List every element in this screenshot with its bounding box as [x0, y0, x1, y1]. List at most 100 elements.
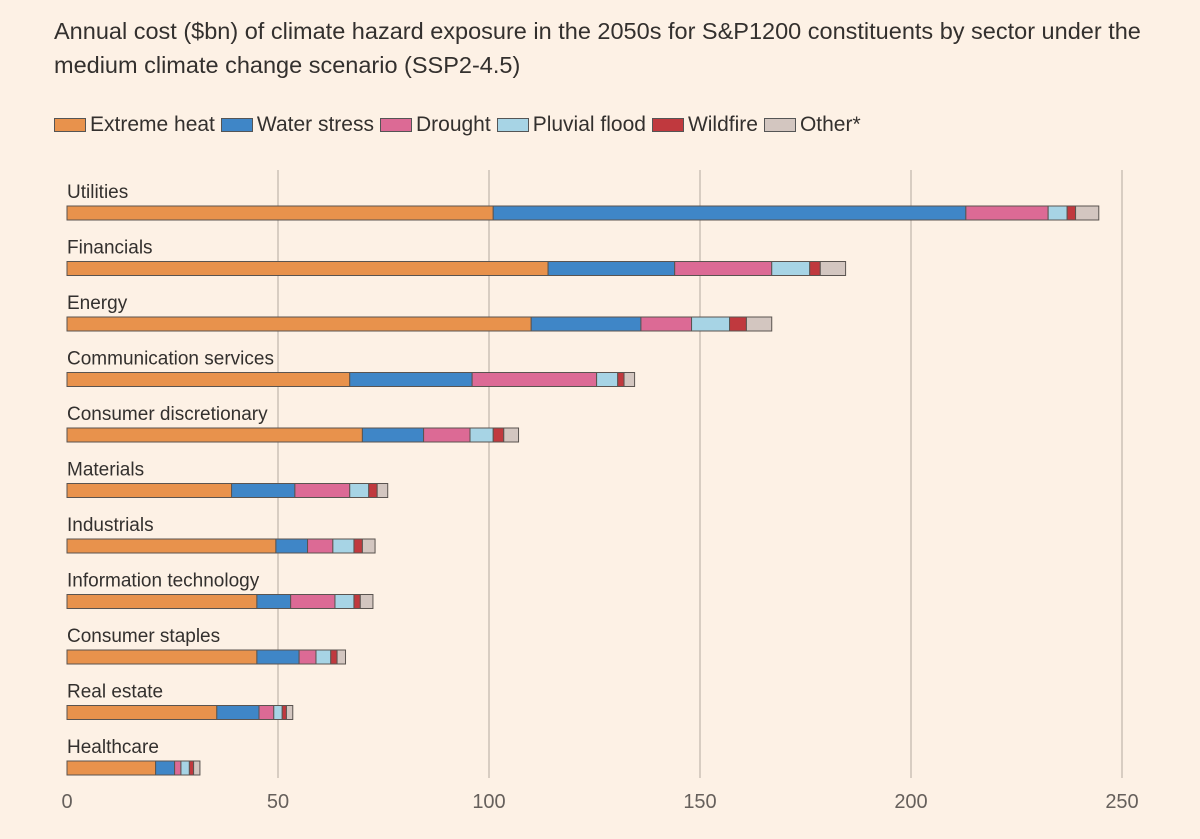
- bar-financials-extreme-heat: [66, 261, 549, 276]
- bar-healthcare-other: [193, 760, 201, 776]
- x-tick-label-0: 0: [61, 791, 72, 813]
- bar-communication-services-wildfire: [617, 372, 625, 387]
- bar-healthcare-extreme-heat: [66, 760, 157, 776]
- bar-utilities-drought: [965, 205, 1049, 221]
- legend-label-drought: Drought: [415, 113, 491, 136]
- category-label-financials: Financials: [67, 238, 153, 259]
- bar-real-estate-other: [285, 705, 294, 720]
- bar-utilities-wildfire: [1066, 205, 1077, 221]
- bar-financials-drought: [674, 261, 773, 276]
- bar-energy-other: [745, 316, 773, 332]
- legend-item-drought: Drought: [379, 113, 491, 137]
- bar-utilities-pluvial-flood: [1047, 205, 1068, 221]
- bar-financials-wildfire: [809, 261, 821, 276]
- category-label-healthcare: Healthcare: [67, 737, 159, 758]
- bar-industrials-wildfire: [353, 538, 363, 554]
- bar-real-estate-extreme-heat: [66, 705, 218, 720]
- bar-healthcare-water-stress: [155, 760, 176, 776]
- bar-consumer-staples-other: [336, 649, 347, 665]
- category-label-real-estate: Real estate: [67, 682, 163, 703]
- bar-consumer-staples-pluvial-flood: [315, 649, 332, 665]
- bar-information-technology-extreme-heat: [66, 594, 258, 609]
- bar-industrials-water-stress: [275, 538, 309, 554]
- bar-consumer-discretionary-wildfire: [492, 427, 505, 443]
- bar-information-technology-other: [359, 594, 374, 609]
- category-label-information-technology: Information technology: [67, 571, 260, 592]
- bar-real-estate-wildfire: [281, 705, 287, 720]
- bar-consumer-discretionary-water-stress: [361, 427, 425, 443]
- bar-utilities-water-stress: [492, 205, 967, 221]
- bar-communication-services-pluvial-flood: [596, 372, 619, 387]
- legend-swatch-other: [763, 118, 796, 132]
- legend: Extreme heat Water stress Drought Pluvia…: [54, 110, 867, 140]
- legend-swatch-pluvial-flood: [496, 118, 529, 132]
- x-tick-label-150: 150: [683, 791, 716, 813]
- legend-item-water-stress: Water stress: [220, 113, 374, 137]
- bar-industrials-drought: [307, 538, 334, 554]
- bar-materials-drought: [294, 483, 351, 498]
- bar-financials-water-stress: [547, 261, 676, 276]
- bar-communication-services-other: [623, 372, 636, 387]
- category-label-utilities: Utilities: [67, 182, 128, 203]
- bar-materials-wildfire: [368, 483, 378, 498]
- bar-communication-services-water-stress: [349, 372, 473, 387]
- legend-swatch-wildfire: [651, 118, 684, 132]
- bar-consumer-staples-extreme-heat: [66, 649, 258, 665]
- bar-healthcare-pluvial-flood: [180, 760, 190, 776]
- bar-healthcare-wildfire: [188, 760, 195, 776]
- bar-information-technology-wildfire: [353, 594, 361, 609]
- bar-real-estate-pluvial-flood: [273, 705, 283, 720]
- legend-swatch-extreme-heat: [54, 118, 86, 132]
- x-tick-label-200: 200: [894, 791, 927, 813]
- bar-consumer-staples-wildfire: [330, 649, 338, 665]
- bar-consumer-staples-drought: [298, 649, 317, 665]
- bar-materials-extreme-heat: [66, 483, 233, 498]
- category-label-energy: Energy: [67, 293, 128, 314]
- category-label-materials: Materials: [67, 460, 144, 481]
- bar-energy-extreme-heat: [66, 316, 532, 332]
- bar-energy-water-stress: [530, 316, 642, 332]
- legend-label-wildfire: Wildfire: [687, 113, 758, 136]
- bar-energy-pluvial-flood: [691, 316, 731, 332]
- legend-item-extreme-heat: Extreme heat: [54, 113, 215, 137]
- category-label-communication-services: Communication services: [67, 349, 274, 370]
- bar-consumer-discretionary-other: [503, 427, 520, 443]
- bar-communication-services-drought: [471, 372, 598, 387]
- bar-communication-services-extreme-heat: [66, 372, 351, 387]
- legend-item-pluvial-flood: Pluvial flood: [496, 113, 646, 137]
- category-label-industrials: Industrials: [67, 515, 154, 536]
- legend-label-extreme-heat: Extreme heat: [90, 113, 215, 136]
- bar-materials-water-stress: [231, 483, 296, 498]
- bar-industrials-pluvial-flood: [332, 538, 355, 554]
- chart-title: Annual cost ($bn) of climate hazard expo…: [54, 18, 1141, 78]
- bar-materials-pluvial-flood: [349, 483, 370, 498]
- bar-consumer-staples-water-stress: [256, 649, 300, 665]
- bar-real-estate-drought: [258, 705, 275, 720]
- category-label-consumer-discretionary: Consumer discretionary: [67, 404, 268, 425]
- bar-energy-drought: [640, 316, 693, 332]
- legend-swatch-drought: [379, 118, 412, 132]
- bar-industrials-other: [361, 538, 376, 554]
- bar-utilities-other: [1075, 205, 1100, 221]
- bar-materials-other: [376, 483, 389, 498]
- x-tick-label-100: 100: [472, 791, 505, 813]
- bar-real-estate-water-stress: [216, 705, 260, 720]
- bar-information-technology-water-stress: [256, 594, 292, 609]
- bar-financials-other: [819, 261, 847, 276]
- category-label-consumer-staples: Consumer staples: [67, 626, 220, 647]
- bar-financials-pluvial-flood: [771, 261, 811, 276]
- bar-consumer-discretionary-drought: [423, 427, 471, 443]
- legend-item-other: Other*: [763, 113, 861, 137]
- bar-information-technology-pluvial-flood: [334, 594, 355, 609]
- bar-industrials-extreme-heat: [66, 538, 277, 554]
- x-tick-label-50: 50: [267, 791, 289, 813]
- bar-energy-wildfire: [729, 316, 747, 332]
- x-tick-label-250: 250: [1105, 791, 1138, 813]
- bar-consumer-discretionary-extreme-heat: [66, 427, 363, 443]
- legend-label-water-stress: Water stress: [256, 113, 374, 136]
- bar-healthcare-drought: [174, 760, 182, 776]
- legend-item-wildfire: Wildfire: [651, 113, 758, 137]
- bar-consumer-discretionary-pluvial-flood: [469, 427, 494, 443]
- legend-label-other: Other*: [799, 113, 861, 136]
